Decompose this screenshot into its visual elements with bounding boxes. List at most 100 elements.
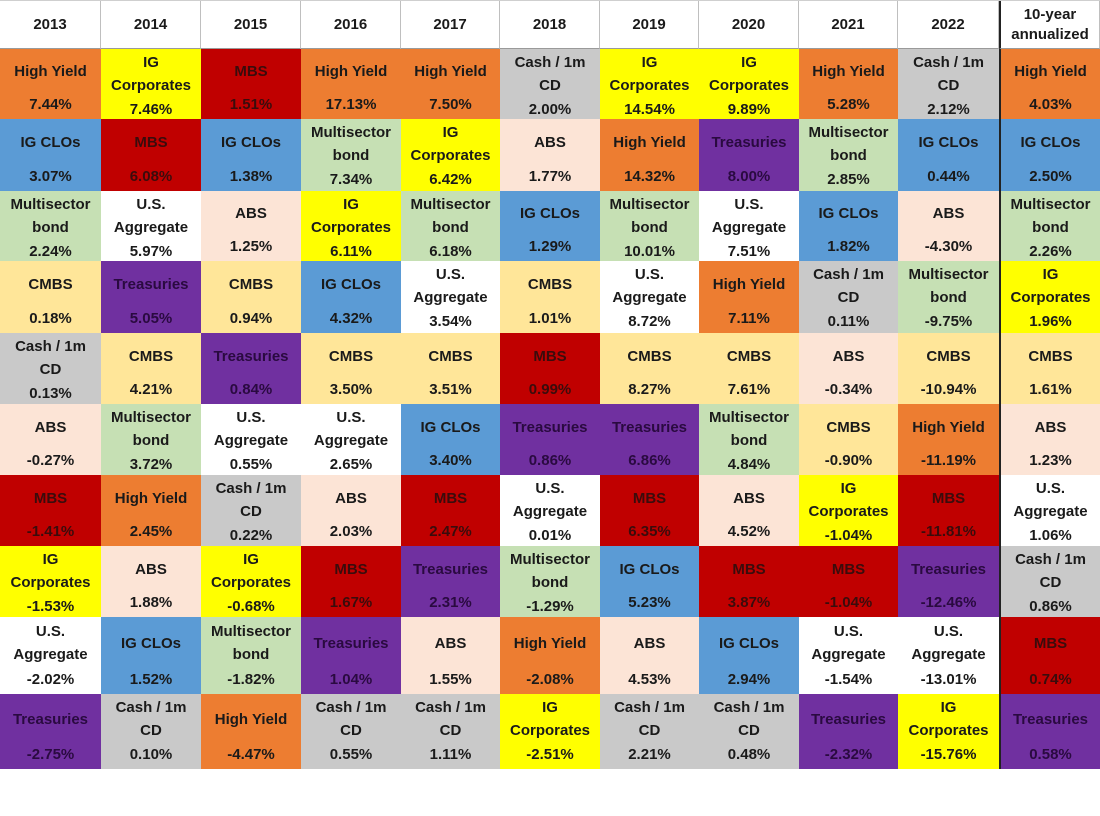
return-value: -2.02% (26, 670, 75, 688)
asset-class-label: Cash / 1m CD (514, 54, 586, 95)
asset-class-label: High Yield (513, 634, 587, 652)
quilt-cell: High Yield 7.50% (401, 49, 500, 119)
return-value: -0.68% (227, 597, 275, 615)
asset-class-label: High Yield (1014, 63, 1087, 81)
asset-class-label: IG CLOs (918, 134, 979, 152)
asset-class-label: CMBS (328, 347, 374, 365)
quilt-cell: IG CLOs 1.82% (799, 191, 898, 261)
return-value: 3.50% (329, 380, 373, 398)
return-value: 0.22% (229, 526, 273, 544)
quilt-cell: Cash / 1m CD 0.13% (0, 333, 101, 404)
asset-class-label: Treasuries (412, 560, 489, 578)
quilt-cell: Multisector bond 2.24% (0, 191, 101, 261)
asset-class-label: IG Corporates (808, 480, 889, 521)
return-value: 2.00% (528, 100, 572, 118)
return-value: -1.82% (227, 670, 275, 688)
quilt-cell: CMBS -0.90% (799, 404, 898, 475)
quilt-cell: ABS 1.88% (101, 546, 201, 617)
asset-class-label: IG Corporates (210, 551, 292, 592)
asset-class-label: IG CLOs (20, 134, 81, 152)
asset-class-label: MBS (931, 489, 966, 507)
quilt-cell: High Yield 4.03% (999, 49, 1100, 119)
asset-class-label: ABS (832, 347, 865, 365)
asset-class-label: MBS (134, 134, 168, 152)
asset-class-label: IG CLOs (718, 634, 779, 652)
quilt-cell: MBS 0.99% (500, 333, 600, 404)
quilt-cell: IG CLOs 3.07% (0, 119, 101, 191)
asset-class-label: Cash / 1m CD (1015, 551, 1086, 592)
return-value: 2.94% (727, 670, 771, 688)
return-value: 2.65% (329, 455, 373, 473)
return-value: 1.29% (528, 237, 572, 255)
quilt-cell: ABS -0.27% (0, 404, 101, 475)
asset-class-label: U.S. Aggregate (313, 409, 389, 450)
quilt-cell: Cash / 1m CD 0.86% (999, 546, 1100, 617)
return-value: 1.51% (229, 95, 273, 113)
return-value: 2.21% (628, 745, 671, 763)
quilt-cell: U.S. Aggregate -2.02% (0, 617, 101, 694)
quilt-cell: IG CLOs 2.50% (999, 119, 1100, 191)
return-value: 7.50% (429, 95, 472, 113)
return-value: 0.11% (827, 312, 870, 330)
return-value: 1.77% (528, 167, 572, 185)
asset-class-label: IG Corporates (1010, 266, 1091, 307)
asset-class-label: IG Corporates (908, 699, 989, 740)
return-value: -10.94% (920, 380, 977, 398)
return-value: -0.34% (824, 380, 873, 398)
quilt-cell: U.S. Aggregate 0.01% (500, 475, 600, 546)
return-value: 4.84% (727, 455, 771, 473)
asset-class-label: IG Corporates (410, 124, 491, 165)
quilt-cell: U.S. Aggregate 8.72% (600, 261, 699, 333)
asset-class-label: MBS (533, 347, 567, 365)
asset-class-label: MBS (1033, 634, 1068, 652)
return-value: 2.24% (29, 242, 72, 260)
quilt-cell: CMBS 0.18% (0, 261, 101, 333)
return-value: 8.27% (628, 380, 671, 398)
quilt-cell: High Yield 7.44% (0, 49, 101, 119)
return-value: 0.99% (528, 380, 572, 398)
quilt-cell: MBS -11.81% (898, 475, 999, 546)
return-value: 6.35% (628, 522, 671, 540)
asset-class-label: IG Corporates (110, 54, 192, 95)
return-value: 2.12% (927, 100, 970, 118)
quilt-cell: MBS 1.51% (201, 49, 301, 119)
asset-class-label: MBS (234, 63, 268, 81)
asset-class-label: CMBS (826, 418, 871, 436)
quilt-cell: Cash / 1m CD 0.22% (201, 475, 301, 546)
asset-class-label: MBS (334, 560, 368, 578)
quilt-cell: Cash / 1m CD 2.12% (898, 49, 999, 119)
return-value: 3.54% (429, 312, 472, 330)
return-value: 7.61% (727, 380, 771, 398)
quilt-cell: Treasuries -2.32% (799, 694, 898, 769)
asset-class-label: ABS (733, 489, 765, 507)
return-value: 7.44% (29, 95, 72, 113)
quilt-cell: Cash / 1m CD 0.11% (799, 261, 898, 333)
return-value: -4.47% (227, 745, 275, 763)
return-value: 0.13% (29, 384, 72, 402)
quilt-cell: IG Corporates 14.54% (600, 49, 699, 119)
asset-class-label: IG CLOs (120, 634, 181, 652)
return-value: 7.51% (727, 242, 771, 260)
return-value: -2.32% (824, 745, 873, 763)
asset-class-label: Treasuries (910, 560, 987, 578)
quilt-cell: Treasuries -2.75% (0, 694, 101, 769)
return-value: -0.90% (824, 451, 873, 469)
return-value: 6.11% (330, 242, 372, 260)
asset-class-label: Multisector bond (110, 409, 191, 450)
return-value: 10.01% (624, 242, 675, 260)
quilt-cell: IG CLOs 1.29% (500, 191, 600, 261)
quilt-cell: IG Corporates 1.96% (999, 261, 1100, 333)
return-value: 1.52% (129, 670, 173, 688)
quilt-cell: IG CLOs 1.52% (101, 617, 201, 694)
asset-class-label: MBS (433, 489, 468, 507)
column-header: 2018 (500, 1, 600, 49)
return-value: 8.72% (628, 312, 671, 330)
asset-class-label: ABS (633, 634, 666, 652)
return-value: -2.51% (526, 745, 574, 763)
asset-class-label: ABS (1034, 418, 1067, 436)
asset-class-label: High Yield (712, 276, 786, 294)
quilt-cell: ABS 4.52% (699, 475, 799, 546)
quilt-cell: U.S. Aggregate 1.06% (999, 475, 1100, 546)
quilt-cell: Multisector bond 3.72% (101, 404, 201, 475)
quilt-cell: Multisector bond 7.34% (301, 119, 401, 191)
